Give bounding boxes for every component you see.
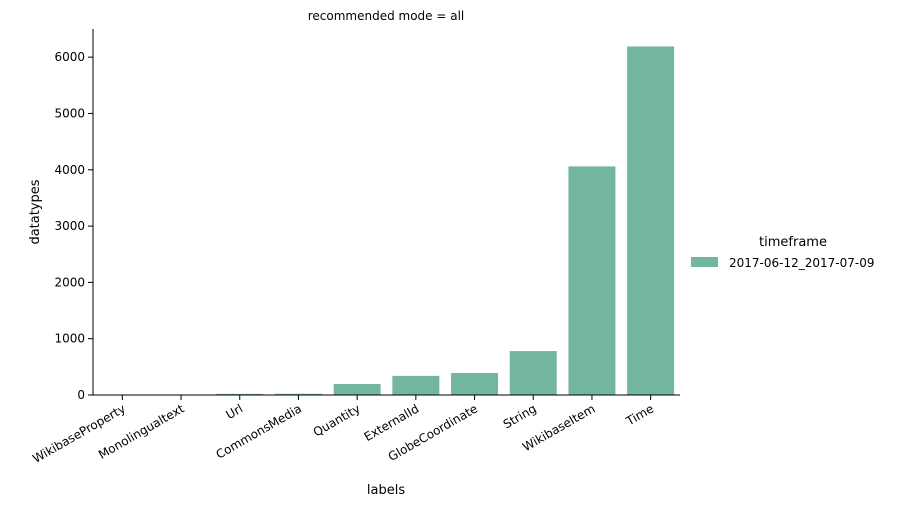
y-tick-label: 6000 — [54, 50, 85, 64]
bar-CommonsMedia — [274, 393, 322, 395]
y-ticks-group: 0 1000 2000 3000 4000 5000 6000 — [54, 50, 93, 402]
y-tick-label: 1000 — [54, 332, 85, 346]
bar-Quantity — [333, 384, 381, 395]
x-tick-label: String — [501, 401, 539, 431]
legend-title: timeframe — [759, 235, 827, 250]
y-tick-label: 2000 — [54, 275, 85, 289]
legend-swatch — [691, 257, 718, 267]
x-tick-label: Url — [223, 401, 245, 422]
bars-group — [98, 46, 675, 396]
y-axis-title: datatypes — [28, 179, 43, 244]
bar-Time — [627, 46, 675, 396]
x-axis-title: labels — [367, 483, 405, 498]
x-tick-label: Quantity — [311, 401, 363, 439]
bar-String — [509, 351, 557, 395]
x-tick-label: Time — [623, 401, 656, 428]
x-tick-label: WikibaseProperty — [30, 401, 128, 465]
chart-title: recommended mode = all — [308, 9, 465, 23]
y-tick-label: 3000 — [54, 219, 85, 233]
y-tick-label: 5000 — [54, 106, 85, 120]
bar-WikibaseItem — [568, 166, 616, 395]
y-tick-label: 4000 — [54, 163, 85, 177]
bar-GlobeCoordinate — [451, 373, 499, 395]
legend: timeframe 2017-06-12_2017-07-09 — [691, 235, 874, 270]
y-tick-label: 0 — [77, 388, 85, 402]
legend-label: 2017-06-12_2017-07-09 — [729, 256, 874, 270]
bar-ExternalId — [392, 375, 440, 395]
bar-Url — [216, 393, 264, 395]
